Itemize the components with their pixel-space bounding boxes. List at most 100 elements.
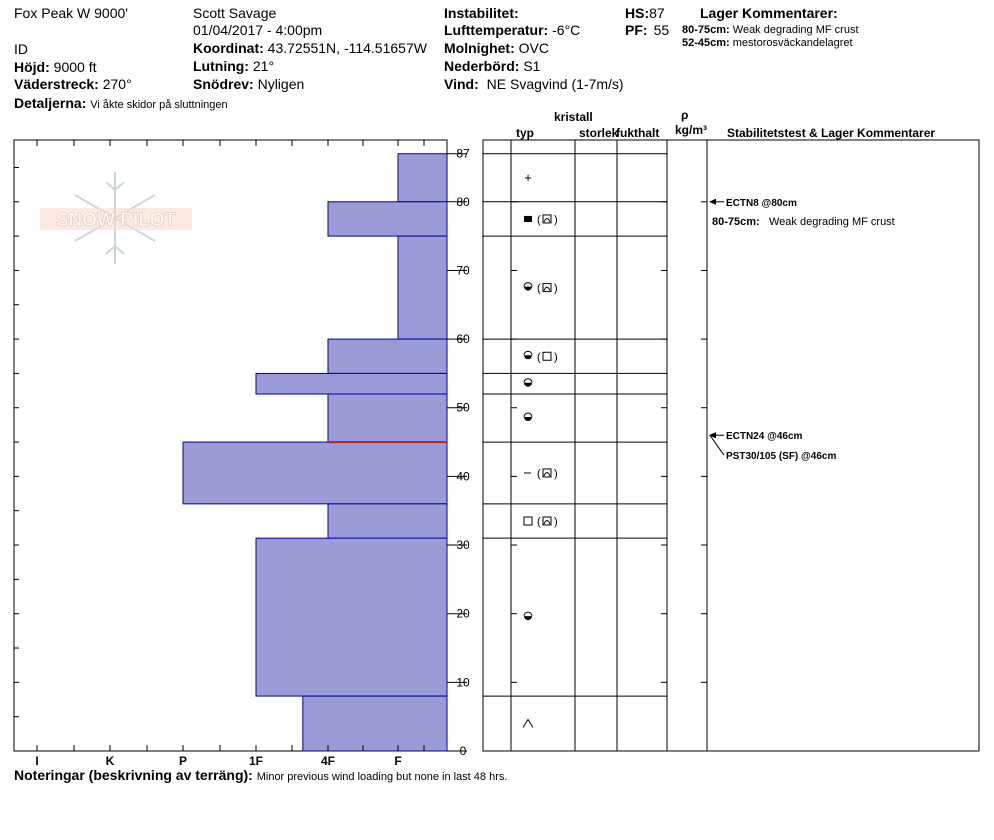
stability-test: ECTN8 @80cm [709, 198, 797, 209]
stability-test-label: ECTN24 @46cm [726, 431, 803, 442]
svg-text:SNOW PILOT: SNOW PILOT [56, 210, 177, 231]
y-tick-label: 0 [460, 744, 467, 758]
precipitation-label: Nederbörd: [444, 58, 520, 74]
paren-close: ) [554, 468, 558, 480]
aspect: Väderstreck: 270° [14, 76, 132, 92]
rho-header: ρ [681, 108, 689, 122]
elevation-label: Höjd: [14, 59, 50, 75]
y-tick-label: 70 [456, 263, 470, 277]
layer-comment-range: 80-75cm: [682, 24, 730, 36]
slope-label: Lutning: [193, 58, 249, 74]
snowpilot-logo: SNOW PILOT [40, 172, 192, 264]
stability-comment-text: Weak degrading MF crust [769, 216, 895, 228]
rounded-faceted-icon [524, 417, 532, 422]
faceted-icon [542, 351, 552, 361]
rounded-faceted-top [523, 378, 533, 383]
crystal-symbol: () [523, 350, 558, 363]
x-tick-label: 1F [249, 754, 263, 768]
stability-comment-range: 80-75cm: [712, 216, 760, 228]
faceted-rounded-icon [542, 283, 552, 293]
instability-label: Instabilitet: [444, 5, 519, 21]
details-value: Vi åkte skidor på sluttningen [90, 99, 228, 111]
crystal-symbol: () [523, 282, 558, 295]
layer-comments-title: Lager Kommentarer: [700, 5, 838, 21]
arc [543, 217, 551, 223]
rounded-faceted-top [523, 350, 533, 356]
stability-test-label: PST30/105 (SF) @46cm [726, 451, 836, 462]
crystal-symbol: () [524, 214, 558, 226]
hs-label: HS: [625, 5, 650, 21]
paren-close: ) [554, 214, 558, 226]
hardness-bar [255, 537, 448, 697]
y-tick-label: 10 [456, 675, 470, 689]
hs-value: 87 [649, 5, 665, 21]
pf-value: 55 [653, 22, 670, 38]
paren-open: ( [537, 214, 541, 226]
cloudiness-value: OVC [518, 40, 549, 56]
x-tick-label: I [35, 754, 38, 768]
elevation-value: 9000 ft [53, 59, 97, 75]
aspect-label: Väderstreck: [14, 76, 99, 92]
footer-notes: Noteringar (beskrivning av terräng): Min… [14, 767, 507, 784]
table-frame [482, 139, 980, 752]
crystal-symbol [523, 412, 533, 422]
crystal-symbol: + [524, 170, 532, 185]
cloudiness: Molnighet: OVC [444, 40, 549, 56]
hs: HS:87 [625, 5, 665, 21]
melt-freeze-crust-icon [524, 215, 532, 222]
rounded-faceted-top [523, 282, 533, 287]
x-tick-label: P [179, 754, 187, 768]
paren-open: ( [537, 516, 541, 528]
x-tick-label: K [106, 754, 115, 768]
footer-text: Minor previous wind loading but none in … [256, 771, 508, 783]
paren-open: ( [537, 283, 541, 295]
layer-comment-text: Weak degrading MF crust [732, 24, 859, 36]
layer-comment: 52-45cm: mestorosväckandelagret [682, 37, 853, 50]
density-header: kg/m³ [675, 123, 708, 137]
faceted-icon [523, 516, 533, 526]
rounded-faceted-top [523, 412, 533, 418]
y-tick-label: 40 [456, 469, 470, 483]
hardness-bar [397, 235, 448, 340]
paren-close: ) [554, 516, 558, 528]
arrow-icon [709, 198, 716, 205]
layer-comment-range: 52-45cm: [682, 37, 730, 49]
rounded-faceted-top [523, 611, 533, 617]
precipitation: Nederbörd: S1 [444, 58, 540, 74]
moisture-header: fukthalt [616, 126, 660, 140]
details: Detaljerna: Vi åkte skidor på sluttninge… [14, 95, 228, 112]
hardness-bar [327, 338, 448, 374]
arc [543, 471, 551, 477]
snowdrift: Snödrev: Nyligen [193, 76, 304, 92]
stability-test: ECTN24 @46cm [709, 431, 803, 442]
instability: Instabilitet: [444, 5, 519, 21]
pf: PF: 55 [625, 22, 669, 38]
rounded-faceted-icon [524, 355, 532, 360]
paren-close: ) [554, 283, 558, 295]
cloudiness-label: Molnighet: [444, 40, 515, 56]
snowdrift-value: Nyligen [257, 76, 305, 92]
faceted-rounded-icon [542, 214, 552, 224]
wind-value: NE Svagvind (1-7m/s) [486, 76, 624, 92]
observer: Scott Savage [193, 5, 277, 21]
details-label: Detaljerna: [14, 95, 87, 111]
new-snow-icon: + [524, 170, 532, 185]
air-temp-label: Lufttemperatur: [444, 22, 549, 38]
arc [543, 286, 551, 291]
arrow-icon [709, 432, 716, 439]
air-temp: Lufttemperatur: -6°C [444, 22, 580, 38]
hardness-bar [327, 503, 448, 539]
crystal-symbol [522, 718, 534, 728]
slope: Lutning: 21° [193, 58, 274, 74]
layer-comment: 80-75cm: Weak degrading MF crust [682, 24, 859, 37]
type-header: typ [516, 126, 534, 140]
pf-label: PF: [625, 22, 648, 38]
stability-test-label: ECTN8 @80cm [726, 198, 797, 209]
crystal-symbol [523, 611, 533, 621]
site-name: Fox Peak W 9000' [14, 5, 128, 21]
rounded-faceted-icon [524, 382, 532, 387]
precipitation-value: S1 [523, 58, 541, 74]
layer-comment-text: mestorosväckandelagret [732, 37, 853, 49]
hardness-bar [327, 201, 448, 237]
rounded-faceted-icon [524, 616, 532, 621]
